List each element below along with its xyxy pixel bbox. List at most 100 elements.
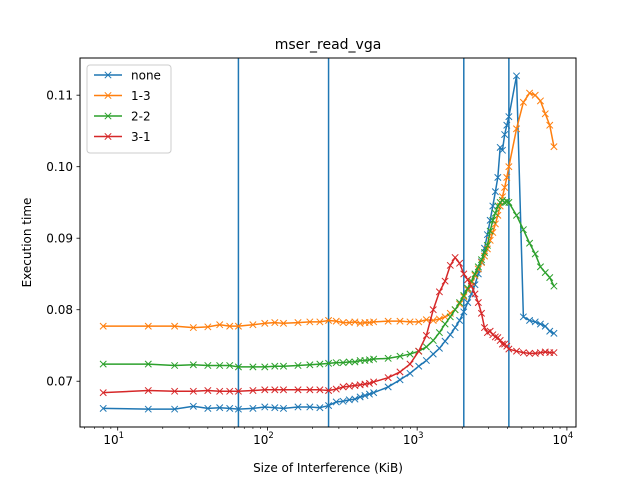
point-3-1-39 — [474, 299, 482, 307]
point-none-54 — [526, 316, 534, 325]
point-none-17 — [339, 397, 347, 405]
point-none-25 — [396, 376, 404, 384]
point-3-1-14 — [316, 386, 324, 394]
point-3-1-45 — [491, 333, 499, 341]
point-none-11 — [279, 404, 288, 412]
legend-label-none: none — [131, 68, 161, 82]
point-3-1-51 — [505, 345, 513, 353]
point-1-3-19 — [351, 318, 359, 326]
point-none-50 — [503, 121, 511, 129]
point-3-1-17 — [339, 383, 347, 391]
point-1-3-59 — [550, 143, 558, 151]
point-2-2-12 — [294, 361, 302, 370]
point-3-1-26 — [406, 360, 414, 368]
point-2-2-3 — [189, 361, 197, 369]
point-none-30 — [435, 344, 443, 352]
legend-item-3-1: 3-1 — [94, 130, 151, 144]
point-none-9 — [261, 403, 269, 411]
point-1-3-50 — [503, 173, 511, 181]
point-1-3-0 — [99, 322, 107, 330]
point-1-3-57 — [541, 110, 549, 118]
chart-title: mser_read_vga — [275, 37, 382, 53]
point-none-1 — [144, 405, 152, 413]
point-3-1-34 — [456, 259, 464, 267]
point-3-1-22 — [365, 379, 374, 387]
point-none-27 — [415, 362, 423, 370]
legend-box — [86, 64, 172, 154]
point-none-59 — [550, 329, 558, 337]
point-2-2-55 — [531, 250, 539, 258]
point-2-2-30 — [435, 329, 443, 337]
point-3-1-9 — [261, 386, 269, 394]
point-2-2-59 — [550, 282, 558, 290]
point-1-3-56 — [536, 97, 544, 105]
point-3-1-25 — [396, 368, 404, 376]
point-3-1-52 — [512, 347, 521, 355]
point-3-1-31 — [441, 277, 449, 285]
point-1-3-25 — [396, 317, 404, 325]
point-2-2-6 — [226, 361, 234, 370]
point-none-3 — [189, 402, 197, 410]
point-3-1-27 — [415, 347, 423, 355]
point-2-2-32 — [446, 313, 454, 321]
point-2-2-14 — [316, 360, 324, 368]
series-none — [99, 72, 558, 413]
point-2-2-51 — [505, 198, 513, 207]
point-none-31 — [441, 337, 449, 345]
point-3-1-47 — [496, 336, 504, 345]
point-1-3-49 — [501, 183, 509, 191]
plot-frame — [79, 57, 577, 428]
point-3-1-40 — [477, 309, 486, 317]
plot-area — [99, 58, 558, 427]
point-3-1-7 — [234, 387, 242, 395]
y-tick-label-3: 0.10 — [46, 160, 73, 174]
point-none-44 — [489, 202, 497, 210]
series-1-3 — [99, 89, 558, 332]
point-none-36 — [464, 299, 472, 307]
x-tick-exp-0: 1 — [119, 431, 124, 441]
point-2-2-1 — [144, 360, 152, 368]
point-none-10 — [271, 404, 279, 412]
series-3-1 — [99, 253, 558, 397]
point-1-3-55 — [531, 91, 539, 99]
point-1-3-45 — [491, 220, 499, 228]
point-none-22 — [365, 390, 374, 398]
x-axis: 101 102 103 104 — [84, 427, 573, 447]
point-1-3-12 — [294, 319, 302, 327]
y-tick-label-1: 0.08 — [46, 303, 73, 317]
point-3-1-10 — [271, 386, 279, 394]
legend-label-3-1: 3-1 — [131, 130, 151, 144]
point-none-35 — [460, 308, 468, 316]
point-3-1-2 — [171, 387, 179, 395]
point-2-2-40 — [477, 256, 486, 264]
x-tick-label-0: 101 — [103, 431, 124, 447]
point-2-2-4 — [204, 361, 212, 370]
point-1-3-7 — [234, 322, 242, 330]
point-2-2-7 — [234, 363, 242, 371]
point-2-2-13 — [306, 361, 314, 369]
point-3-1-1 — [144, 386, 152, 395]
point-2-2-26 — [406, 350, 414, 358]
point-2-2-16 — [332, 359, 340, 367]
x-tick-label-2: 103 — [403, 431, 424, 447]
point-2-2-45 — [491, 209, 499, 217]
legend-marker-none — [104, 71, 112, 79]
point-3-1-6 — [226, 387, 234, 395]
x-tick-label-1: 102 — [253, 431, 274, 447]
point-1-3-11 — [279, 319, 288, 327]
point-none-8 — [249, 404, 257, 412]
point-none-29 — [429, 350, 437, 358]
point-1-3-10 — [271, 319, 279, 327]
point-3-1-32 — [446, 261, 454, 269]
point-1-3-31 — [441, 313, 449, 321]
x-axis-label: Size of Interference (KiB) — [253, 461, 403, 475]
point-none-24 — [384, 383, 392, 391]
point-2-2-15 — [325, 359, 333, 367]
point-1-3-1 — [144, 322, 152, 330]
point-2-2-58 — [546, 273, 554, 282]
point-1-3-4 — [204, 323, 212, 331]
point-none-19 — [351, 395, 359, 403]
point-none-12 — [294, 403, 302, 411]
point-2-2-2 — [171, 361, 179, 370]
